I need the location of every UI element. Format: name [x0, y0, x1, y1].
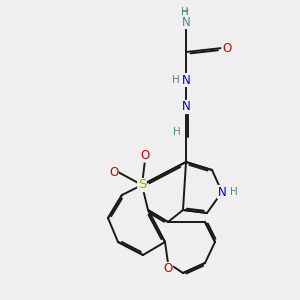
Text: O: O: [164, 262, 172, 275]
Text: N: N: [182, 16, 190, 28]
Text: S: S: [138, 178, 146, 191]
Text: H: H: [172, 127, 180, 136]
Text: H: H: [230, 187, 237, 197]
Text: N: N: [182, 100, 190, 113]
Text: N: N: [182, 74, 190, 86]
Text: O: O: [140, 149, 150, 162]
Text: O: O: [109, 166, 118, 178]
Text: H: H: [181, 8, 188, 18]
Text: H: H: [181, 8, 188, 17]
Text: N: N: [182, 16, 190, 28]
Text: N: N: [218, 185, 226, 199]
Text: O: O: [222, 41, 231, 55]
Text: H: H: [172, 75, 179, 85]
